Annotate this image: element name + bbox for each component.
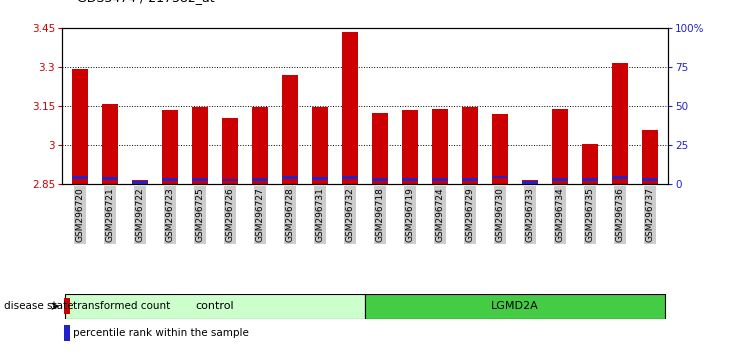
Text: GSM296720: GSM296720: [75, 188, 85, 242]
Bar: [222, 118, 238, 184]
Text: GSM296726: GSM296726: [226, 188, 234, 242]
Bar: [582, 144, 598, 184]
Text: percentile rank within the sample: percentile rank within the sample: [73, 328, 249, 338]
Bar: [72, 69, 88, 184]
Text: GSM296718: GSM296718: [375, 188, 385, 242]
Text: GSM296719: GSM296719: [405, 188, 415, 242]
Bar: [312, 108, 328, 184]
Bar: [222, 179, 238, 181]
Bar: [312, 177, 328, 180]
Bar: [162, 178, 178, 181]
Bar: [492, 176, 508, 178]
Text: GSM296728: GSM296728: [285, 188, 294, 242]
Text: GSM296727: GSM296727: [255, 188, 264, 242]
Bar: [162, 110, 178, 184]
Text: GSM296722: GSM296722: [136, 188, 145, 242]
Bar: [64, 325, 69, 341]
Bar: [522, 180, 538, 184]
Bar: [282, 176, 299, 179]
Text: GSM296730: GSM296730: [496, 188, 504, 242]
Bar: [252, 178, 268, 181]
Bar: [372, 178, 388, 181]
Bar: [132, 180, 148, 184]
Bar: [282, 75, 299, 184]
Bar: [522, 181, 538, 184]
Bar: [492, 114, 508, 184]
Bar: [252, 107, 268, 184]
Bar: [642, 178, 658, 181]
Bar: [101, 104, 118, 184]
Bar: [192, 107, 208, 184]
Text: GSM296735: GSM296735: [585, 188, 594, 242]
Bar: [462, 107, 478, 184]
Bar: [552, 178, 568, 181]
Text: GSM296737: GSM296737: [645, 188, 655, 242]
Bar: [372, 113, 388, 184]
Bar: [192, 178, 208, 181]
Bar: [101, 177, 118, 180]
Text: GSM296721: GSM296721: [106, 188, 115, 242]
Bar: [342, 176, 358, 179]
Bar: [402, 178, 418, 181]
Bar: [64, 297, 69, 314]
Text: GSM296732: GSM296732: [345, 188, 355, 242]
Bar: [642, 130, 658, 184]
Bar: [342, 32, 358, 184]
Text: disease state: disease state: [4, 301, 73, 311]
Text: transformed count: transformed count: [73, 301, 170, 311]
Text: GSM296731: GSM296731: [315, 188, 325, 242]
Bar: [402, 110, 418, 184]
Text: control: control: [196, 301, 234, 311]
Text: GDS3474 / 217382_at: GDS3474 / 217382_at: [77, 0, 215, 4]
Text: GSM296734: GSM296734: [556, 188, 564, 242]
Text: LGMD2A: LGMD2A: [491, 301, 539, 311]
Bar: [132, 181, 148, 184]
Bar: [431, 109, 448, 184]
Text: GSM296723: GSM296723: [166, 188, 174, 242]
Bar: [582, 178, 598, 181]
Bar: [462, 178, 478, 181]
Text: GSM296729: GSM296729: [466, 188, 474, 242]
FancyBboxPatch shape: [365, 294, 665, 319]
Bar: [552, 109, 568, 184]
Bar: [612, 63, 629, 184]
Bar: [612, 176, 629, 179]
Text: GSM296736: GSM296736: [615, 188, 624, 242]
Bar: [431, 178, 448, 181]
Text: GSM296733: GSM296733: [526, 188, 534, 242]
Text: GSM296724: GSM296724: [436, 188, 445, 242]
FancyBboxPatch shape: [65, 294, 365, 319]
Bar: [72, 176, 88, 179]
Text: GSM296725: GSM296725: [196, 188, 204, 242]
